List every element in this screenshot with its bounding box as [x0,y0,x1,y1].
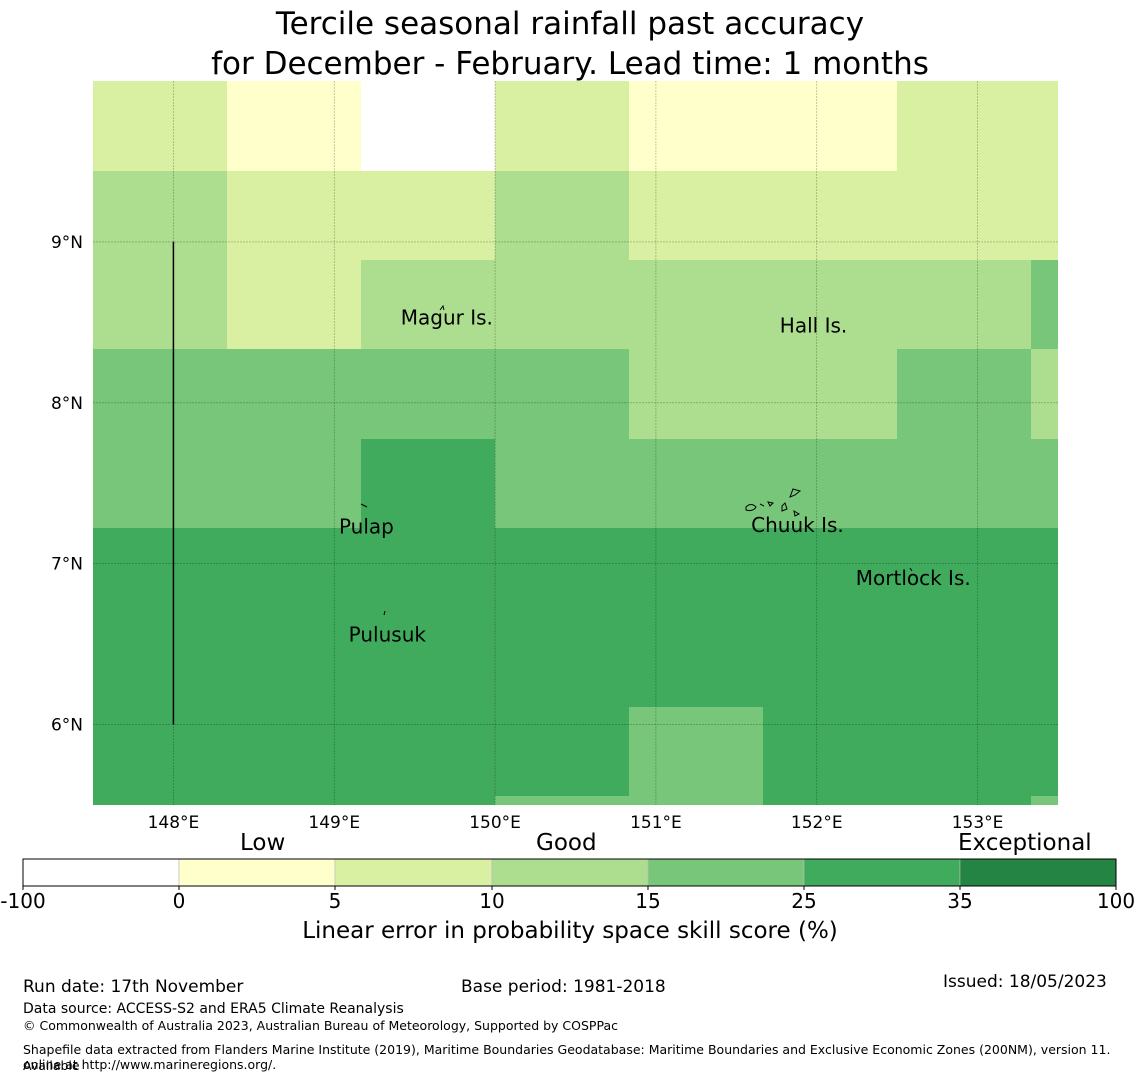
shapefile-credit-line2: online at http://www.marineregions.org/. [23,1057,277,1072]
grid-cell [93,439,361,528]
grid-cell [629,707,763,796]
island-outline-pulap [360,503,368,508]
base-period: Base period: 1981-2018 [461,977,666,997]
lat-tick-label: 9°N [51,233,83,253]
place-labels: Magur Is. Hall Is. Pulap Chuuk Is. Mortlock … [339,306,971,647]
grid-cell [227,81,361,171]
colorbar-tick: 15 [635,889,661,913]
lon-tick-label: 152°E [791,813,843,833]
grid-cell [93,349,629,439]
colorbar-category-good: Good [536,830,597,856]
lat-tick-label: 8°N [51,394,83,414]
place-label: Pulap [339,515,394,539]
colorbar-label: Linear error in probability space skill … [302,918,838,944]
grid-cell [361,260,1031,349]
lon-tick-label: 151°E [630,813,682,833]
map-title-line1: Tercile seasonal rainfall past accuracy [275,6,865,42]
skill-grid [93,81,1058,805]
grid-cell [93,796,495,805]
colorbar-segment [178,858,336,887]
latitude-labels: 9°N 8°N 7°N 6°N [51,233,83,736]
grid-cell [763,707,1058,796]
colorbar-tick: 100 [1096,889,1136,913]
map-title-line2: for December - February. Lead time: 1 mo… [211,46,929,82]
island-outline-mortlock [909,567,913,572]
grid-cell [495,81,629,171]
colorbar-tick: -100 [0,889,46,913]
lon-tick-label: 149°E [308,813,360,833]
grid-cell [629,171,1058,260]
colorbar-segment [959,858,1117,887]
grid-cell [93,260,227,349]
place-label: Mortlock Is. [856,566,971,590]
grid-cell [629,796,763,805]
grid-cell [1031,796,1058,805]
grid-cell [93,528,1058,707]
grid-cell [93,81,227,171]
issued-date: Issued: 18/05/2023 [943,972,1107,992]
colorbar-segment [22,858,180,887]
lon-tick-label: 148°E [148,813,200,833]
place-label: Pulusuk [349,622,427,646]
data-source: Data source: ACCESS-S2 and ERA5 Climate … [23,1001,404,1017]
place-label: Magur Is. [401,306,493,330]
colorbar-tick: 35 [947,889,973,913]
colorbar-tick: 25 [791,889,817,913]
grid-cell [1031,260,1058,349]
grid-cell [495,439,1058,528]
colorbar-outline [22,858,1117,887]
grid-cell [1031,349,1058,439]
colorbar-segment [803,858,961,887]
colorbar-segment [334,858,493,887]
grid-cell [93,707,629,796]
place-label: Hall Is. [780,314,847,338]
longitude-labels: 148°E 149°E 150°E 151°E 152°E 153°E [148,813,1004,833]
grid-cell [93,171,227,260]
colorbar-category-low: Low [240,830,286,856]
grid-cell [227,260,361,349]
shapefile-credit-line1: Shapefile data extracted from Flanders M… [23,1042,1111,1073]
lat-tick-label: 7°N [51,555,83,575]
colorbar-segment [647,858,805,887]
grid-cell [495,171,629,260]
colorbar-tick: 5 [328,889,342,913]
island-outline-magur [439,304,445,311]
grid-cell [361,81,495,171]
colorbar-tick: 0 [172,889,186,913]
copyright: © Commonwealth of Australia 2023, Austra… [23,1018,618,1033]
grid-cell [227,171,495,260]
grid-cell [495,796,629,805]
grid-cell [361,439,495,528]
grid-cell [763,796,1031,805]
grid-cell [629,81,897,171]
grid-cell [897,349,1031,439]
place-label: Chuuk Is. [751,513,844,537]
island-outline-pulusuk [383,610,386,616]
lat-tick-label: 6°N [51,716,83,736]
lon-tick-label: 153°E [952,813,1004,833]
island-outline-chuuk [745,488,802,517]
colorbar-category-exceptional: Exceptional [958,830,1092,856]
grid-cell [629,349,897,439]
lon-tick-label: 150°E [469,813,521,833]
colorbar [22,858,1117,890]
grid-cell [897,81,1058,171]
island-outlines [360,304,913,616]
colorbar-tick: 10 [479,889,505,913]
graticule [93,81,1058,805]
run-date: Run date: 17th November [23,977,244,997]
colorbar-segment [491,858,649,887]
